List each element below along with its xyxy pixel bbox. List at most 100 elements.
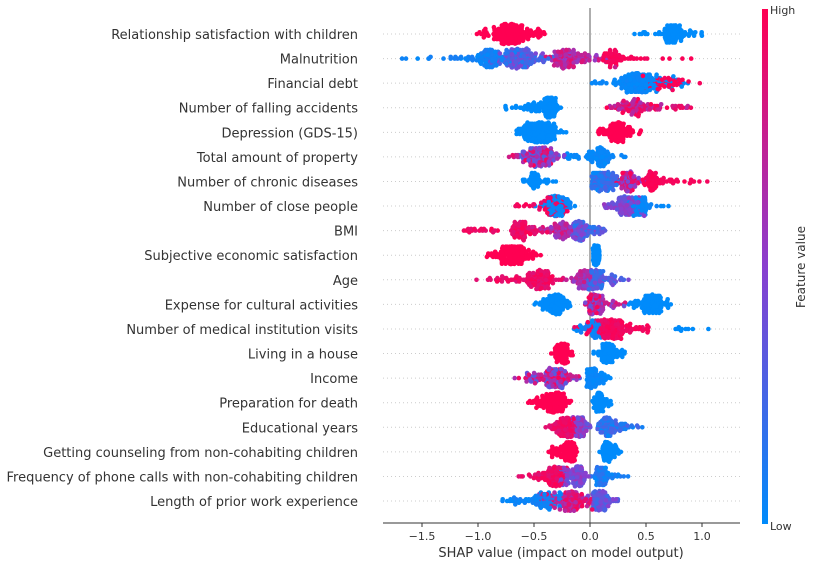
shap-point xyxy=(593,250,598,255)
shap-point xyxy=(629,112,634,117)
shap-point xyxy=(658,203,664,209)
shap-point xyxy=(534,286,539,292)
shap-point xyxy=(575,51,581,56)
shap-point xyxy=(564,277,569,283)
shap-point xyxy=(667,177,672,183)
shap-point xyxy=(550,204,555,209)
shap-point xyxy=(558,208,564,213)
shap-point xyxy=(521,149,527,155)
shap-point xyxy=(529,108,534,114)
shap-point xyxy=(590,246,596,251)
shap-point xyxy=(533,300,539,306)
shap-point xyxy=(635,200,640,205)
shap-point xyxy=(571,64,576,69)
shap-point xyxy=(596,58,601,63)
shap-point xyxy=(602,351,607,356)
shap-point xyxy=(602,275,607,281)
shap-point xyxy=(521,53,527,59)
shap-point xyxy=(563,197,568,202)
shap-point xyxy=(632,78,637,84)
shap-point xyxy=(673,107,678,112)
shap-point xyxy=(609,138,614,144)
shap-point xyxy=(595,254,601,260)
shap-point xyxy=(560,307,565,312)
shap-point xyxy=(500,251,505,257)
shap-point xyxy=(541,162,546,167)
shap-point xyxy=(557,344,562,350)
shap-point xyxy=(631,175,636,180)
shap-point xyxy=(528,251,533,256)
shap-point xyxy=(625,56,631,61)
shap-point xyxy=(699,30,704,35)
shap-point xyxy=(621,133,627,138)
shap-point xyxy=(616,107,622,112)
shap-point xyxy=(548,224,554,230)
shap-point xyxy=(588,158,594,163)
shap-point xyxy=(523,60,529,66)
shap-point xyxy=(509,277,515,283)
shap-point xyxy=(458,54,464,60)
shap-point xyxy=(532,170,537,176)
shap-point xyxy=(599,174,604,179)
shap-point xyxy=(645,330,650,335)
shap-point xyxy=(588,292,594,298)
shap-point xyxy=(523,136,528,142)
shap-point xyxy=(617,123,623,128)
shap-point xyxy=(614,354,620,360)
shap-point xyxy=(680,56,685,61)
shap-point xyxy=(662,26,668,32)
shap-point xyxy=(638,100,643,105)
shap-point xyxy=(498,256,504,261)
shap-point xyxy=(550,280,556,286)
shap-point xyxy=(591,349,596,355)
shap-point xyxy=(604,51,609,56)
shap-point xyxy=(634,71,640,76)
shap-point xyxy=(676,77,682,83)
shap-point xyxy=(587,58,592,63)
shap-point xyxy=(593,262,599,268)
shap-point xyxy=(583,223,589,228)
shap-point xyxy=(568,224,573,230)
shap-point xyxy=(551,99,556,105)
shap-point xyxy=(611,303,617,309)
shap-point xyxy=(655,293,661,299)
shap-point xyxy=(605,149,610,155)
shap-point xyxy=(504,244,510,249)
shap-point xyxy=(515,32,521,37)
shap-point xyxy=(603,205,608,211)
shap-point xyxy=(532,132,537,137)
shap-point xyxy=(513,245,519,250)
shap-point xyxy=(572,223,578,229)
shap-point xyxy=(619,275,624,281)
shap-point xyxy=(619,186,624,191)
shap-point xyxy=(544,96,549,101)
shap-point xyxy=(548,113,553,119)
shap-point xyxy=(588,281,593,287)
shap-point xyxy=(690,326,696,332)
shap-point xyxy=(537,146,543,152)
shap-point xyxy=(540,131,545,137)
shap-point xyxy=(578,273,584,278)
shap-point xyxy=(688,105,694,110)
shap-point xyxy=(503,36,509,41)
shap-point xyxy=(592,280,598,286)
shap-point xyxy=(597,279,603,284)
shap-point xyxy=(513,275,519,281)
shap-point xyxy=(645,78,650,83)
shap-point xyxy=(490,58,495,64)
shap-point xyxy=(578,330,584,335)
shap-point xyxy=(620,354,625,360)
shap-point xyxy=(508,255,513,261)
shap-point xyxy=(548,351,554,356)
shap-point xyxy=(619,58,624,63)
shap-point xyxy=(686,33,692,38)
shap-point xyxy=(679,84,684,89)
shap-point xyxy=(664,105,670,110)
shap-point xyxy=(604,105,610,110)
shap-point xyxy=(554,294,560,299)
shap-point xyxy=(521,247,527,253)
shap-point xyxy=(625,124,631,130)
shap-point xyxy=(505,29,511,35)
shap-point xyxy=(604,324,610,329)
shap-point xyxy=(556,194,561,199)
